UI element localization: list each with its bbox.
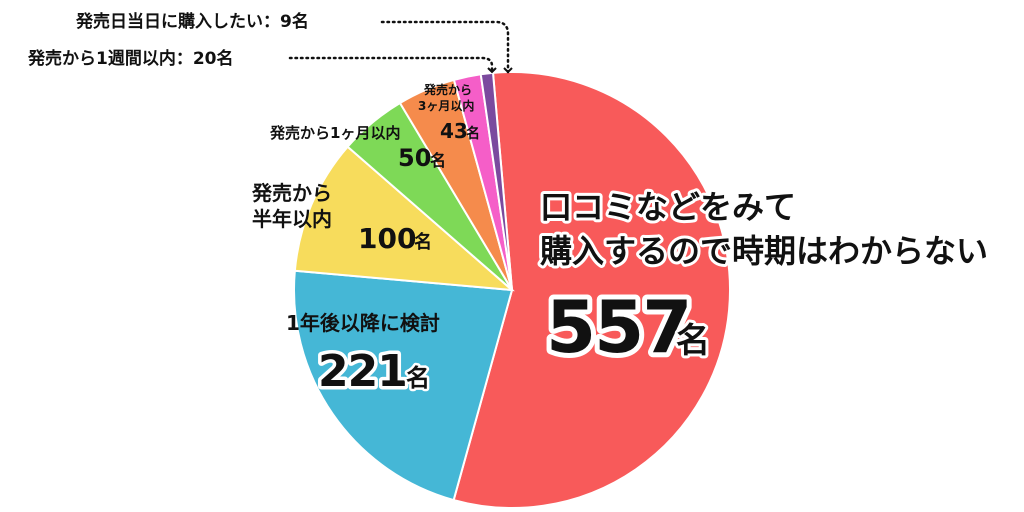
label-three-months-line1: 発売から bbox=[423, 82, 472, 97]
value-after-one-year: 221 bbox=[318, 346, 407, 397]
pie-slices bbox=[293, 71, 731, 509]
value-word-of-mouth: 557 bbox=[546, 285, 690, 369]
value-one-month: 50 bbox=[398, 144, 431, 172]
value-half-year: 100 bbox=[358, 222, 416, 255]
value-three-months: 43 bbox=[440, 119, 468, 143]
unit-three-months: 名 bbox=[466, 125, 480, 142]
pie-slice-0 bbox=[452, 71, 731, 509]
unit-one-month: 名 bbox=[430, 151, 446, 170]
label-word-of-mouth-line2: 購入するので時期はわからない bbox=[540, 232, 988, 270]
label-same-day: 発売日当日に購入したい：9名 bbox=[75, 11, 309, 32]
callout-line-one-week bbox=[288, 56, 497, 74]
pie-slice-1 bbox=[293, 269, 514, 502]
unit-after-one-year: 名 bbox=[406, 364, 430, 392]
callout-line-same-day bbox=[380, 20, 513, 74]
label-three-months-line2: 3ヶ月以内 bbox=[418, 98, 474, 113]
label-one-month: 発売から1ヶ月以内 bbox=[269, 124, 400, 142]
unit-word-of-mouth: 名 bbox=[676, 321, 710, 361]
pie-slice-2 bbox=[293, 145, 515, 292]
label-half-year-line1: 発売から bbox=[251, 181, 332, 205]
label-word-of-mouth-line1: 口コミなどをみて bbox=[540, 188, 796, 226]
label-half-year-line2: 半年以内 bbox=[252, 207, 332, 231]
label-after-one-year: 1年後以降に検討 bbox=[286, 311, 440, 335]
label-one-week: 発売から1週間以内：20名 bbox=[27, 48, 234, 69]
unit-half-year: 名 bbox=[414, 231, 432, 253]
